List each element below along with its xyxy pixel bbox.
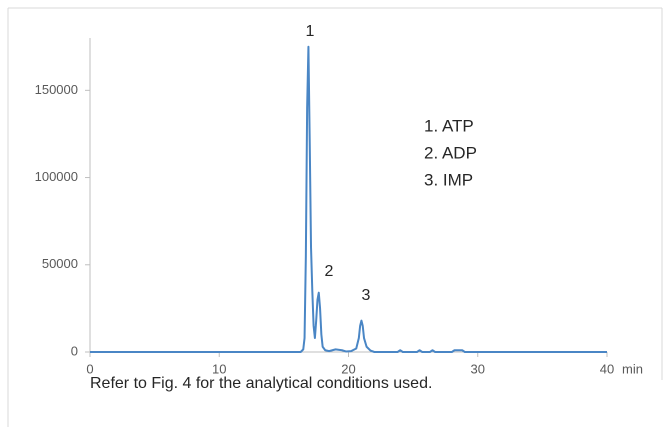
y-tick-label: 0 [71, 343, 78, 358]
caption: Refer to Fig. 4 for the analytical condi… [90, 375, 432, 392]
x-axis-label: min [622, 361, 643, 376]
y-tick-label: 50000 [42, 256, 78, 271]
y-tick-label: 150000 [35, 82, 78, 97]
legend-text: 2. ADP [424, 143, 477, 162]
x-tick-label: 0 [86, 361, 93, 376]
signal-line [90, 45, 607, 353]
peak-label: 2 [325, 263, 334, 280]
legend-text: 1. ATP [424, 116, 474, 135]
legend-text: 3. IMP [424, 170, 473, 189]
peak-label: 1 [306, 23, 315, 40]
x-tick-label: 30 [471, 361, 485, 376]
x-tick-label: 20 [341, 361, 355, 376]
x-tick-label: 10 [212, 361, 226, 376]
peak-label: 3 [362, 287, 371, 304]
x-tick-label: 40 [600, 361, 614, 376]
y-tick-label: 100000 [35, 169, 78, 184]
